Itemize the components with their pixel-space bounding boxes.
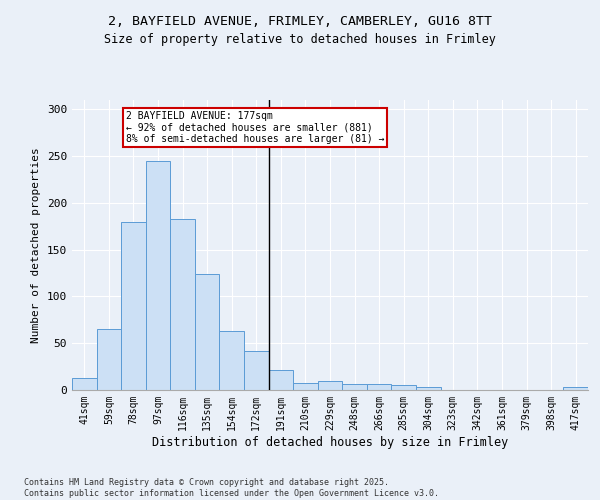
- Bar: [244, 350, 269, 390]
- Text: Size of property relative to detached houses in Frimley: Size of property relative to detached ho…: [104, 32, 496, 46]
- Bar: [220, 331, 244, 390]
- Bar: [391, 386, 416, 390]
- Bar: [121, 222, 146, 390]
- Bar: [318, 380, 342, 390]
- Bar: [416, 387, 440, 390]
- Text: 2 BAYFIELD AVENUE: 177sqm
← 92% of detached houses are smaller (881)
8% of semi-: 2 BAYFIELD AVENUE: 177sqm ← 92% of detac…: [126, 111, 385, 144]
- Text: Contains HM Land Registry data © Crown copyright and database right 2025.
Contai: Contains HM Land Registry data © Crown c…: [24, 478, 439, 498]
- Y-axis label: Number of detached properties: Number of detached properties: [31, 147, 41, 343]
- Bar: [97, 329, 121, 390]
- Text: 2, BAYFIELD AVENUE, FRIMLEY, CAMBERLEY, GU16 8TT: 2, BAYFIELD AVENUE, FRIMLEY, CAMBERLEY, …: [108, 15, 492, 28]
- Bar: [72, 378, 97, 390]
- Bar: [367, 384, 391, 390]
- Bar: [342, 384, 367, 390]
- Bar: [269, 370, 293, 390]
- Bar: [170, 219, 195, 390]
- X-axis label: Distribution of detached houses by size in Frimley: Distribution of detached houses by size …: [152, 436, 508, 448]
- Bar: [195, 274, 220, 390]
- Bar: [563, 387, 588, 390]
- Bar: [293, 382, 318, 390]
- Bar: [146, 161, 170, 390]
